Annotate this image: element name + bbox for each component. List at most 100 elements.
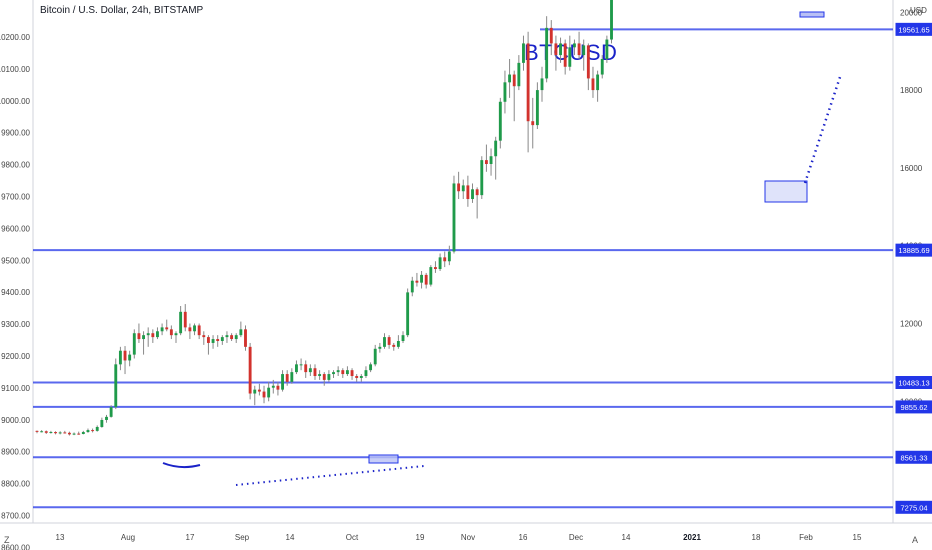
candle-body-up bbox=[429, 267, 433, 285]
candle-body-down bbox=[457, 183, 461, 192]
candle-body-up bbox=[540, 78, 544, 91]
time-axis-tick-label: 13 bbox=[56, 533, 65, 542]
candle-body-up bbox=[396, 341, 400, 347]
candle-body-down bbox=[322, 374, 326, 380]
price-label-tag bbox=[895, 243, 932, 257]
time-axis-tick-label: 18 bbox=[752, 533, 761, 542]
candle-body-up bbox=[401, 335, 405, 342]
candle-body-up bbox=[142, 335, 145, 340]
candle-body-up bbox=[508, 74, 512, 83]
left-axis-tick-label: 8700.00 bbox=[1, 512, 30, 521]
left-axis-tick-label: 8900.00 bbox=[1, 448, 30, 457]
time-axis-tick-label: 14 bbox=[286, 533, 295, 542]
left-axis-tick-label: 9500.00 bbox=[1, 256, 30, 265]
candle-body-down bbox=[512, 74, 516, 87]
left-axis-tick-label: 9600.00 bbox=[1, 224, 30, 233]
candle-body-up bbox=[336, 370, 340, 373]
candle-body-down bbox=[475, 189, 479, 196]
price-label-tag bbox=[895, 22, 932, 36]
candle-body-down bbox=[484, 160, 488, 165]
candle-body-up bbox=[114, 364, 118, 408]
candle-body-up bbox=[179, 311, 183, 334]
candle-body-down bbox=[248, 346, 252, 394]
candle-body-down bbox=[531, 121, 535, 126]
candle-body-down bbox=[549, 27, 553, 44]
projection-trendline bbox=[803, 76, 842, 184]
candle-body-down bbox=[35, 430, 39, 432]
time-axis-tick-label: 16 bbox=[519, 533, 528, 542]
breakout-zone-box bbox=[368, 454, 399, 464]
candle-body-up bbox=[295, 364, 298, 373]
candle-body-down bbox=[434, 267, 437, 270]
left-axis-tick-label: 10000.00 bbox=[0, 97, 31, 106]
candle-body-down bbox=[137, 333, 141, 340]
candle-body-up bbox=[359, 376, 363, 378]
auto-scale-right-button[interactable]: A bbox=[912, 535, 919, 545]
candle-series bbox=[35, 0, 613, 436]
candle-body-up bbox=[49, 432, 53, 434]
candle-body-up bbox=[100, 419, 104, 427]
candle-body-up bbox=[118, 350, 122, 365]
candle-body-up bbox=[160, 327, 164, 332]
candle-body-up bbox=[332, 372, 335, 375]
candle-body-up bbox=[267, 387, 271, 398]
candle-body-down bbox=[244, 329, 247, 347]
support-trendline bbox=[235, 465, 425, 486]
candle-body-down bbox=[67, 432, 71, 435]
time-axis-tick-label: Aug bbox=[121, 533, 135, 542]
candle-body-down bbox=[123, 350, 127, 361]
candle-body-up bbox=[220, 337, 224, 342]
candle-body-up bbox=[452, 183, 456, 252]
candle-body-up bbox=[600, 58, 604, 75]
candle-body-up bbox=[86, 430, 90, 433]
candle-body-up bbox=[559, 43, 562, 56]
candle-body-down bbox=[169, 329, 173, 336]
time-axis-tick-label: Sep bbox=[235, 533, 250, 542]
candle-body-up bbox=[447, 251, 451, 262]
candle-body-up bbox=[72, 433, 76, 435]
candle-body-up bbox=[105, 416, 108, 420]
candle-body-up bbox=[81, 432, 85, 434]
candle-body-up bbox=[605, 39, 609, 59]
candle-body-down bbox=[206, 337, 210, 343]
candle-body-down bbox=[262, 391, 266, 398]
candle-body-down bbox=[183, 311, 187, 328]
time-axis-tick-label: 19 bbox=[416, 533, 425, 542]
candle-body-down bbox=[424, 274, 428, 285]
candle-body-down bbox=[276, 385, 280, 390]
candle-body-up bbox=[40, 431, 44, 433]
candle-body-up bbox=[109, 407, 113, 417]
candle-body-up bbox=[345, 370, 349, 375]
candle-body-up bbox=[239, 329, 243, 336]
left-axis-tick-label: 9800.00 bbox=[1, 161, 30, 170]
candle-body-down bbox=[202, 335, 206, 338]
candle-body-down bbox=[54, 432, 57, 434]
candle-body-down bbox=[392, 344, 396, 347]
candle-body-down bbox=[415, 280, 419, 283]
candle-body-up bbox=[522, 43, 525, 63]
candle-body-up bbox=[573, 43, 576, 48]
price-label-tag bbox=[895, 500, 932, 514]
candle-body-down bbox=[151, 333, 155, 338]
auto-scale-left-button[interactable]: Z bbox=[4, 535, 10, 545]
candle-body-up bbox=[95, 426, 99, 431]
left-axis-tick-label: 8600.00 bbox=[1, 543, 30, 550]
candle-body-up bbox=[494, 140, 498, 157]
candle-body-up bbox=[234, 335, 238, 340]
candle-body-down bbox=[188, 327, 192, 332]
price-label-text: 10483.13 bbox=[898, 379, 929, 388]
price-label-tag bbox=[895, 450, 932, 464]
chart-title: Bitcoin / U.S. Dollar, 24h, BITSTAMP bbox=[40, 5, 204, 16]
candle-body-up bbox=[364, 370, 368, 377]
right-axis-tick-label: 18000 bbox=[900, 86, 923, 95]
candle-body-up bbox=[193, 325, 196, 332]
candle-body-up bbox=[132, 333, 136, 355]
candle-body-down bbox=[466, 185, 470, 200]
price-label-tag bbox=[895, 376, 932, 390]
right-axis-tick-label: 12000 bbox=[900, 320, 923, 329]
price-label-text: 19561.65 bbox=[898, 25, 929, 34]
candle-body-up bbox=[596, 74, 600, 91]
right-axis-tick-label: 20000 bbox=[900, 8, 923, 17]
